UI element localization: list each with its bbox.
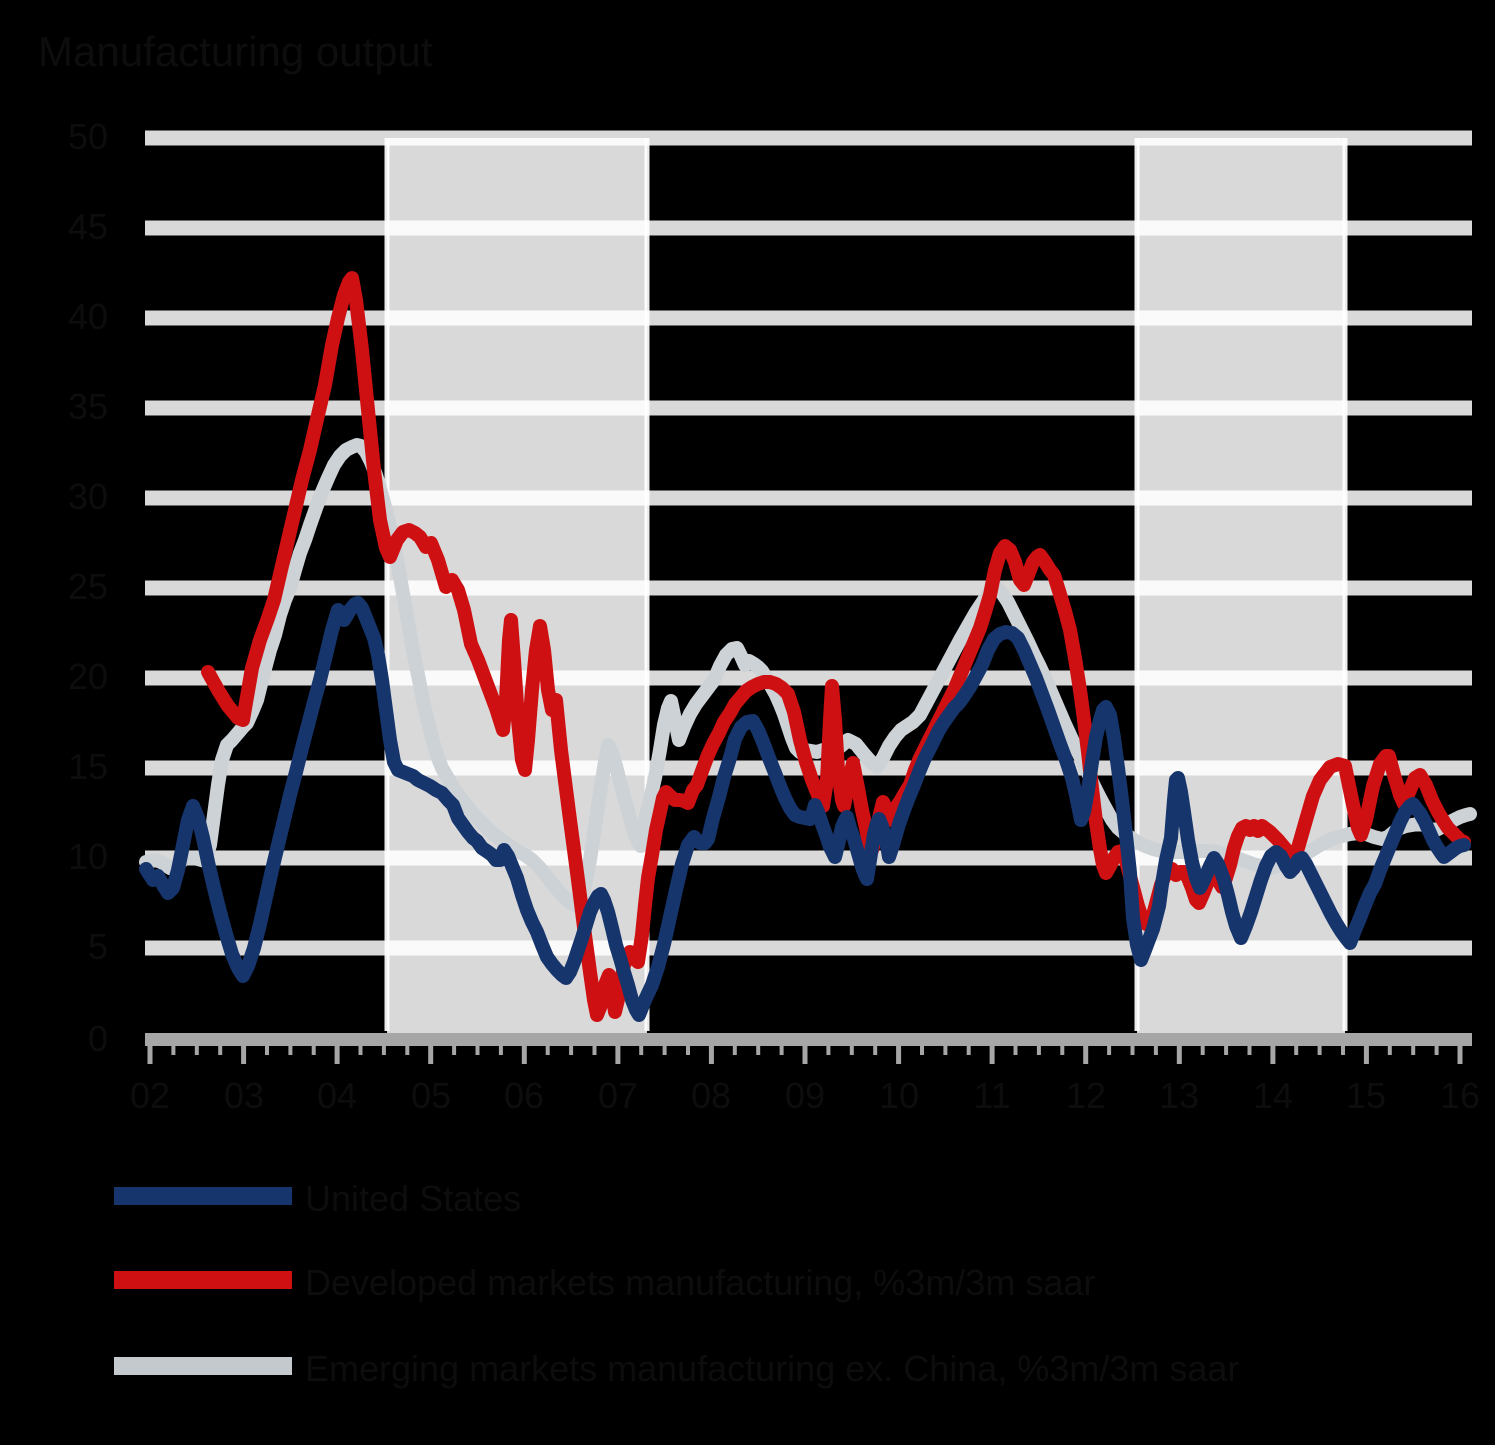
svg-text:0: 0 bbox=[88, 1018, 108, 1059]
svg-text:13: 13 bbox=[1159, 1075, 1199, 1116]
svg-text:15: 15 bbox=[68, 746, 108, 787]
svg-text:16: 16 bbox=[1440, 1075, 1480, 1116]
svg-text:11: 11 bbox=[973, 1075, 1010, 1116]
svg-text:30: 30 bbox=[68, 476, 108, 517]
svg-text:10: 10 bbox=[879, 1075, 919, 1116]
svg-text:09: 09 bbox=[785, 1075, 825, 1116]
svg-text:02: 02 bbox=[130, 1075, 170, 1116]
svg-text:10: 10 bbox=[68, 836, 108, 877]
svg-text:Emerging markets manufacturing: Emerging markets manufacturing ex. China… bbox=[305, 1348, 1239, 1389]
svg-text:25: 25 bbox=[68, 566, 108, 607]
svg-text:50: 50 bbox=[68, 116, 108, 157]
svg-text:40: 40 bbox=[68, 296, 108, 337]
svg-text:14: 14 bbox=[1253, 1075, 1293, 1116]
svg-text:12: 12 bbox=[1066, 1075, 1106, 1116]
svg-text:Developed markets manufacturin: Developed markets manufacturing, %3m/3m … bbox=[305, 1262, 1095, 1303]
svg-text:07: 07 bbox=[598, 1075, 638, 1116]
svg-text:06: 06 bbox=[504, 1075, 544, 1116]
svg-text:04: 04 bbox=[317, 1075, 357, 1116]
svg-text:35: 35 bbox=[68, 386, 108, 427]
svg-text:Manufacturing output: Manufacturing output bbox=[38, 28, 433, 75]
svg-text:45: 45 bbox=[68, 206, 108, 247]
svg-text:15: 15 bbox=[1346, 1075, 1386, 1116]
svg-text:03: 03 bbox=[224, 1075, 264, 1116]
svg-text:08: 08 bbox=[691, 1075, 731, 1116]
svg-text:5: 5 bbox=[88, 926, 108, 967]
svg-text:United States: United States bbox=[305, 1178, 521, 1219]
svg-text:20: 20 bbox=[68, 656, 108, 697]
svg-text:05: 05 bbox=[411, 1075, 451, 1116]
